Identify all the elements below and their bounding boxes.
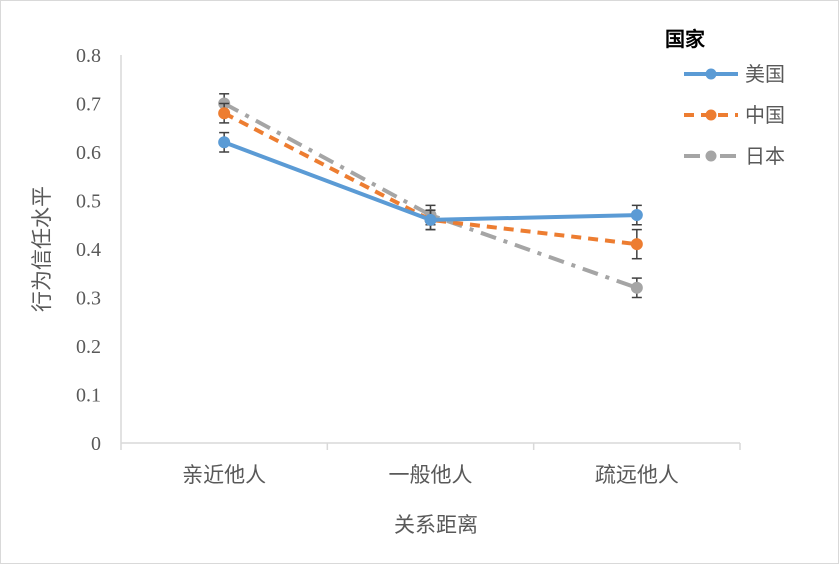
- legend-label: 美国: [745, 62, 785, 86]
- x-category-labels: 亲近他人 一般他人 疏远他人: [182, 463, 679, 487]
- series-line: [223, 101, 638, 290]
- y-tick-label: 0.5: [76, 191, 101, 213]
- series-日本: [218, 93, 643, 299]
- series-line: [223, 111, 638, 247]
- legend-marker: [705, 68, 717, 80]
- x-axis-title: 关系距离: [394, 513, 478, 537]
- data-point: [630, 281, 643, 294]
- y-tick-label: 0.6: [76, 142, 101, 164]
- legend-label: 日本: [745, 144, 785, 168]
- x-tick-label: 亲近他人: [182, 463, 266, 487]
- legend-item: 中国: [684, 103, 785, 127]
- legend-marker: [705, 109, 717, 121]
- legend-item: 美国: [684, 62, 785, 86]
- data-point: [630, 238, 643, 251]
- data-point: [424, 213, 437, 226]
- data-point: [218, 136, 231, 149]
- y-tick-label: 0.7: [76, 94, 101, 116]
- legend-item: 日本: [684, 144, 785, 168]
- y-tick-label: 0.1: [76, 385, 101, 407]
- legend-label: 中国: [745, 103, 785, 127]
- y-tick-label: 0.3: [76, 288, 101, 310]
- axes: [120, 55, 740, 444]
- y-tick-label: 0.2: [76, 336, 101, 358]
- y-tick-label: 0.4: [76, 239, 101, 261]
- series-美国: [218, 131, 643, 231]
- data-point: [218, 107, 231, 120]
- y-tick-label: 0: [91, 433, 101, 455]
- x-tick-marks: [120, 443, 741, 450]
- y-axis-title: 行为信任水平: [30, 186, 54, 312]
- y-tick-label: 0.8: [76, 45, 101, 67]
- x-tick-label: 一般他人: [389, 463, 473, 487]
- series-中国: [218, 102, 643, 260]
- x-tick-label: 疏远他人: [595, 463, 679, 487]
- legend-marker: [705, 150, 717, 162]
- legend-title: 国家: [665, 27, 706, 51]
- data-point: [630, 209, 643, 222]
- series-layer: [218, 93, 643, 299]
- y-tick-labels: 0 0.1 0.2 0.3 0.4 0.5 0.6 0.7 0.8: [76, 45, 101, 455]
